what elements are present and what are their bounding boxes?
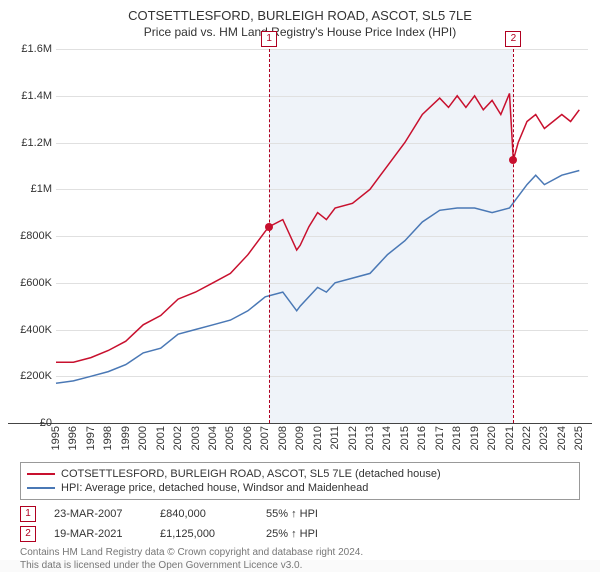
legend-label: HPI: Average price, detached house, Wind…	[61, 482, 368, 494]
series-line-property	[56, 93, 579, 362]
event-row: 1 23-MAR-2007 £840,000 55% ↑ HPI	[20, 506, 580, 522]
x-tick-label: 2002	[172, 426, 184, 450]
legend-label: COTSETTLESFORD, BURLEIGH ROAD, ASCOT, SL…	[61, 468, 441, 480]
plot-area: 12	[56, 49, 588, 423]
legend-row: HPI: Average price, detached house, Wind…	[27, 481, 573, 495]
footer-line: Contains HM Land Registry data © Crown c…	[20, 546, 580, 559]
legend-swatch	[27, 487, 55, 489]
x-tick-label: 2018	[451, 426, 463, 450]
x-tick-label: 2005	[224, 426, 236, 450]
x-tick-label: 2006	[242, 426, 254, 450]
x-tick-label: 2013	[364, 426, 376, 450]
x-tick-label: 1997	[85, 426, 97, 450]
x-tick-label: 2019	[469, 426, 481, 450]
x-tick-label: 2020	[486, 426, 498, 450]
event-price: £1,125,000	[160, 528, 248, 540]
event-table: 1 23-MAR-2007 £840,000 55% ↑ HPI 2 19-MAR-202…	[20, 506, 580, 542]
legend-swatch	[27, 473, 55, 475]
x-tick-label: 2007	[259, 426, 271, 450]
event-badge: 2	[20, 526, 36, 542]
x-axis-labels: 1995 1996 1997 1998 1999 2000 2001 2002 2003 2004…	[8, 424, 592, 458]
x-tick-label: 2024	[556, 426, 568, 450]
x-tick-label: 2016	[416, 426, 428, 450]
x-tick-label: 2021	[504, 426, 516, 450]
series-line-hpi	[56, 171, 579, 384]
event-date: 19-MAR-2021	[54, 528, 142, 540]
x-tick-label: 1999	[120, 426, 132, 450]
event-vline-badge: 1	[261, 31, 277, 47]
x-tick-label: 2004	[207, 426, 219, 450]
x-tick-label: 2012	[347, 426, 359, 450]
y-tick-label: £1M	[8, 183, 52, 195]
x-tick-label: 2009	[294, 426, 306, 450]
x-tick-label: 1998	[102, 426, 114, 450]
chart-title: COTSETTLESFORD, BURLEIGH ROAD, ASCOT, SL…	[0, 8, 600, 23]
event-badge: 1	[20, 506, 36, 522]
event-vline-badge: 2	[505, 31, 521, 47]
x-tick-label: 2022	[521, 426, 533, 450]
event-vline	[269, 49, 270, 423]
event-pct-vs-hpi: 25% ↑ HPI	[266, 528, 326, 540]
line-series	[56, 49, 588, 423]
event-vline	[513, 49, 514, 423]
footer-line: This data is licensed under the Open Gov…	[20, 559, 580, 572]
x-tick-label: 2025	[573, 426, 585, 450]
x-tick-label: 2014	[381, 426, 393, 450]
x-tick-label: 2003	[190, 426, 202, 450]
event-marker	[265, 223, 273, 231]
y-tick-label: £200K	[8, 370, 52, 382]
y-tick-label: £400K	[8, 324, 52, 336]
x-tick-label: 2015	[399, 426, 411, 450]
x-tick-label: 2010	[312, 426, 324, 450]
y-tick-label: £600K	[8, 277, 52, 289]
x-tick-label: 1995	[50, 426, 62, 450]
y-tick-label: £1.6M	[8, 43, 52, 55]
event-pct-vs-hpi: 55% ↑ HPI	[266, 508, 326, 520]
x-tick-label: 2000	[137, 426, 149, 450]
event-date: 23-MAR-2007	[54, 508, 142, 520]
x-tick-label: 2011	[329, 426, 341, 450]
chart-area: £0£200K£400K£600K£800K£1M£1.2M£1.4M£1.6M…	[8, 45, 592, 424]
event-marker	[509, 156, 517, 164]
price-index-chart: { "title": "COTSETTLESFORD, BURLEIGH ROA…	[0, 0, 600, 560]
x-tick-label: 2008	[277, 426, 289, 450]
y-tick-label: £800K	[8, 230, 52, 242]
x-tick-label: 2017	[434, 426, 446, 450]
event-price: £840,000	[160, 508, 248, 520]
legend-row: COTSETTLESFORD, BURLEIGH ROAD, ASCOT, SL…	[27, 467, 573, 481]
y-tick-label: £1.2M	[8, 137, 52, 149]
x-tick-label: 2001	[155, 426, 167, 450]
y-tick-label: £1.4M	[8, 90, 52, 102]
legend: COTSETTLESFORD, BURLEIGH ROAD, ASCOT, SL…	[20, 462, 580, 500]
x-tick-label: 1996	[67, 426, 79, 450]
footer-attribution: Contains HM Land Registry data © Crown c…	[20, 546, 580, 572]
x-tick-label: 2023	[538, 426, 550, 450]
event-row: 2 19-MAR-2021 £1,125,000 25% ↑ HPI	[20, 526, 580, 542]
